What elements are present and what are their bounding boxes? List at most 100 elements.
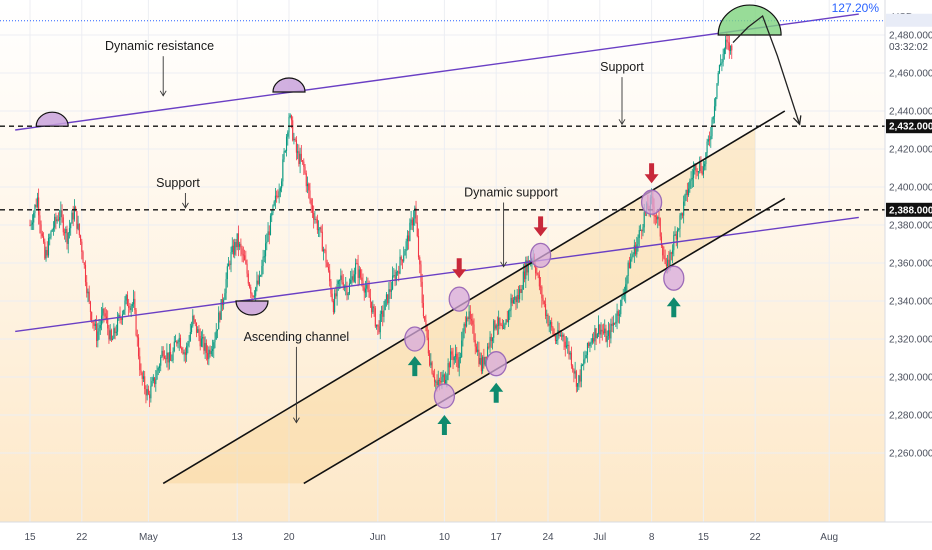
candle-body bbox=[41, 233, 43, 237]
candle-body bbox=[105, 316, 108, 319]
candle-body bbox=[401, 259, 404, 262]
support-price-tag bbox=[886, 119, 932, 134]
candle-body bbox=[665, 264, 667, 267]
candle-body bbox=[605, 328, 607, 342]
candle-body bbox=[60, 210, 62, 218]
candle-body bbox=[125, 294, 127, 301]
candle-body bbox=[458, 357, 460, 368]
candle-body bbox=[557, 330, 559, 340]
candle-body bbox=[675, 234, 677, 240]
candle-body bbox=[432, 373, 434, 377]
candle-body bbox=[468, 311, 470, 319]
down-arrow-icon bbox=[644, 163, 659, 184]
candle-body bbox=[314, 218, 316, 220]
candle-body bbox=[596, 333, 598, 339]
candle-body bbox=[385, 294, 387, 300]
candle-body bbox=[475, 346, 478, 352]
candle-body bbox=[611, 323, 613, 326]
candle-body bbox=[310, 199, 312, 205]
candle-body bbox=[240, 243, 242, 249]
arrow-shape bbox=[407, 356, 422, 377]
y-tick-label: 2,320.000 bbox=[889, 335, 932, 346]
candle-body bbox=[198, 329, 200, 336]
candle-body bbox=[625, 284, 627, 295]
candle-body bbox=[540, 286, 542, 288]
annotation-label: Support bbox=[600, 60, 644, 74]
candle-body bbox=[262, 256, 264, 266]
candle-body bbox=[347, 293, 349, 296]
candle-body bbox=[678, 228, 680, 230]
candle-body bbox=[103, 308, 105, 314]
candle-body bbox=[321, 231, 323, 252]
annotation-label: Dynamic resistance bbox=[105, 39, 214, 53]
candle-body bbox=[546, 314, 548, 316]
candle-body bbox=[367, 284, 369, 291]
candle-body bbox=[96, 323, 98, 341]
candle-body bbox=[614, 322, 616, 324]
candle-body bbox=[700, 162, 702, 172]
candle-body bbox=[359, 269, 362, 278]
candle-body bbox=[29, 225, 31, 226]
candle-body bbox=[221, 299, 223, 306]
candle-body bbox=[517, 294, 519, 300]
candle-body bbox=[283, 151, 285, 160]
candle-body bbox=[267, 231, 269, 242]
candle-body bbox=[87, 291, 89, 294]
candle-body bbox=[156, 370, 158, 380]
candle-body bbox=[288, 116, 290, 133]
candle-body bbox=[67, 232, 69, 244]
candle-body bbox=[371, 301, 373, 313]
candle-body bbox=[512, 299, 515, 304]
candle-body bbox=[102, 308, 104, 316]
candle-body bbox=[500, 324, 502, 326]
candle-body bbox=[607, 330, 609, 336]
candle-body bbox=[630, 259, 632, 269]
candle-body bbox=[547, 314, 549, 326]
x-tick-label: Jun bbox=[370, 532, 386, 543]
y-tick-label: 2,360.000 bbox=[889, 259, 932, 270]
candle-body bbox=[136, 335, 138, 338]
candle-body bbox=[65, 228, 67, 234]
candle-body bbox=[167, 352, 169, 363]
candle-body bbox=[97, 331, 99, 341]
candle-body bbox=[94, 323, 96, 326]
candle-body bbox=[184, 352, 186, 355]
candle-body bbox=[341, 275, 343, 283]
candle-body bbox=[71, 212, 73, 224]
candle-body bbox=[174, 341, 177, 343]
candle-body bbox=[660, 236, 663, 246]
candle-body bbox=[263, 256, 265, 258]
candle-body bbox=[669, 252, 671, 268]
y-tick-label: 2,420.000 bbox=[889, 145, 932, 156]
candle-body bbox=[316, 219, 318, 230]
candle-body bbox=[527, 260, 529, 273]
candle-body bbox=[536, 273, 538, 275]
candle-body bbox=[680, 213, 682, 216]
candle-body bbox=[302, 160, 304, 162]
candle-body bbox=[415, 207, 417, 223]
candle-body bbox=[99, 325, 101, 329]
candle-body bbox=[456, 353, 458, 360]
candle-body bbox=[147, 389, 149, 395]
candle-body bbox=[98, 328, 100, 332]
candle-body bbox=[86, 282, 88, 294]
x-tick-label: 13 bbox=[232, 532, 244, 543]
candle-body bbox=[351, 276, 353, 280]
candle-body bbox=[150, 385, 152, 399]
candle-body bbox=[430, 362, 432, 366]
candle-body bbox=[326, 262, 328, 267]
candle-body bbox=[30, 224, 32, 226]
candle-body bbox=[507, 311, 510, 323]
candle-body bbox=[358, 269, 360, 278]
candle-body bbox=[676, 229, 679, 240]
candle-body bbox=[398, 271, 400, 274]
candle-body bbox=[369, 297, 371, 302]
fib-price-tag bbox=[886, 13, 932, 27]
candle-body bbox=[171, 360, 173, 362]
candle-body bbox=[701, 171, 703, 175]
candle-body bbox=[248, 283, 251, 288]
candle-body bbox=[715, 97, 717, 107]
candle-body bbox=[609, 330, 611, 339]
